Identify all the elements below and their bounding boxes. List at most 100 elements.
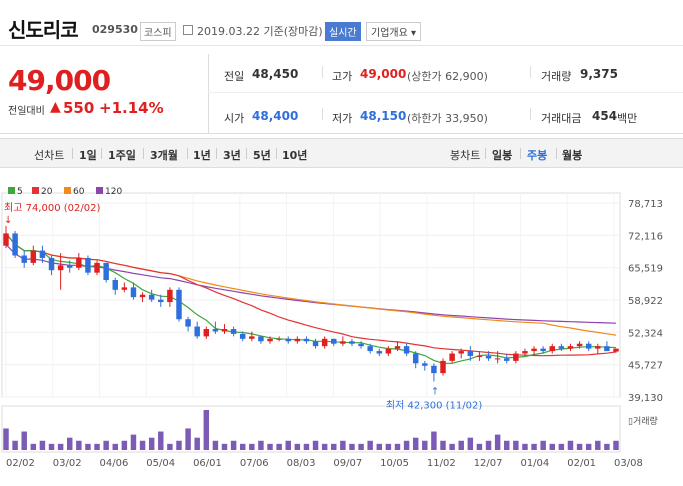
- x-tick-label: 09/07: [333, 458, 362, 469]
- price-plot-frame: [1, 192, 621, 398]
- y-tick-label: 65,519: [628, 264, 663, 275]
- realtime-button[interactable]: 실시간: [325, 22, 361, 41]
- change-label: 전일대비: [8, 106, 45, 117]
- upper-limit: (상한가 62,900): [407, 70, 488, 83]
- candle-body: [57, 265, 64, 271]
- volume-bar: [21, 431, 27, 450]
- period-10y[interactable]: 10년: [282, 149, 308, 162]
- volume-bar: [613, 440, 619, 450]
- up-arrow-icon: ▲: [50, 99, 61, 115]
- candle-weekly[interactable]: 주봉: [527, 149, 548, 162]
- volume-bar: [513, 440, 519, 450]
- volume-bar: [394, 443, 401, 450]
- stock-code: 029530: [92, 23, 138, 36]
- candle-body: [121, 287, 128, 290]
- divider: [246, 148, 247, 159]
- volume-bar: [130, 434, 137, 450]
- y-tick-label: 52,324: [628, 328, 663, 339]
- volume-bar: [112, 443, 118, 450]
- volume-bar: [422, 440, 428, 450]
- divider: [208, 54, 209, 134]
- volume-bar: [12, 440, 18, 450]
- x-tick-label: 11/02: [427, 458, 456, 469]
- volume-bar: [76, 440, 82, 450]
- volume-bar: [94, 443, 100, 450]
- candle-body: [504, 358, 510, 361]
- amount-value: 454: [592, 109, 618, 123]
- volume-bar: [576, 443, 583, 450]
- volume-bar: [340, 440, 346, 450]
- candle-body: [321, 338, 328, 347]
- volume-bar: [158, 431, 164, 450]
- volume-bar: [385, 443, 392, 450]
- candle-body: [158, 299, 164, 303]
- candle-body: [485, 355, 492, 359]
- x-tick-label: 03/08: [614, 458, 643, 469]
- volume-bar: [176, 440, 182, 450]
- volume-bar: [212, 440, 219, 450]
- candle-body: [431, 365, 437, 374]
- volume-bar: [558, 443, 565, 450]
- divider: [187, 148, 188, 159]
- x-tick-label: 08/03: [287, 458, 316, 469]
- candle-body: [331, 338, 337, 344]
- candle-body: [39, 250, 46, 258]
- volume-bar: [258, 440, 264, 450]
- period-5y[interactable]: 5년: [253, 149, 271, 162]
- volume-bar: [585, 443, 592, 450]
- volume-bar: [522, 443, 528, 450]
- volume-bar: [358, 443, 364, 450]
- divider: [530, 108, 531, 120]
- volume-bar: [103, 440, 109, 450]
- change-percent: +1.14%: [99, 99, 164, 117]
- market-badge: 코스피: [140, 22, 176, 41]
- volume-bar: [367, 440, 373, 450]
- calendar-icon: [183, 25, 193, 35]
- volume-value: 9,375: [580, 67, 618, 81]
- candle-daily[interactable]: 일봉: [492, 149, 513, 162]
- y-tick-label: 72,116: [628, 231, 663, 242]
- volume-bar: [203, 410, 210, 450]
- volume-bar: [194, 437, 200, 450]
- up-arrow-icon: ↑: [431, 386, 439, 397]
- candle-body: [385, 348, 392, 354]
- volume-bar: [604, 443, 610, 450]
- base-date: 2019.03.22 기준(장마감): [197, 25, 323, 38]
- ma20-line: [5, 233, 617, 357]
- candle-body: [412, 353, 419, 364]
- volume-bar: [485, 440, 492, 450]
- candle-body: [85, 257, 91, 273]
- candle-body: [440, 360, 446, 374]
- divider: [208, 92, 683, 93]
- ma5-line: [5, 233, 617, 364]
- candle-body: [567, 346, 574, 349]
- divider: [520, 148, 521, 159]
- volume-bar: [440, 440, 446, 450]
- volume-bar: [567, 440, 574, 450]
- volume-bar: [267, 443, 273, 450]
- candle-body: [531, 348, 537, 352]
- candle-body: [76, 257, 82, 268]
- volume-bar: [312, 440, 319, 450]
- company-info-dropdown[interactable]: 기업개요 ▾: [366, 22, 421, 41]
- volume-bar: [403, 440, 410, 450]
- legend-swatch-60: [64, 187, 71, 194]
- volume-bar: [57, 443, 64, 450]
- candle-body: [613, 348, 619, 352]
- volume-bar: [595, 440, 601, 450]
- volume-bar: [458, 440, 464, 450]
- period-1y[interactable]: 1년: [193, 149, 211, 162]
- prev-close-label: 전일: [224, 70, 245, 83]
- candle-body: [340, 341, 346, 344]
- candle-monthly[interactable]: 월봉: [562, 149, 583, 162]
- period-3y[interactable]: 3년: [223, 149, 241, 162]
- period-1d[interactable]: 1일: [79, 149, 97, 162]
- period-1w[interactable]: 1주일: [108, 149, 136, 162]
- volume-bar: [349, 443, 355, 450]
- legend-label: 120: [105, 187, 122, 197]
- candle-body: [185, 319, 191, 327]
- candle-body: [239, 333, 246, 339]
- period-3m[interactable]: 3개월: [150, 149, 178, 162]
- volume-bar: [412, 437, 419, 450]
- open-value: 48,400: [252, 109, 299, 123]
